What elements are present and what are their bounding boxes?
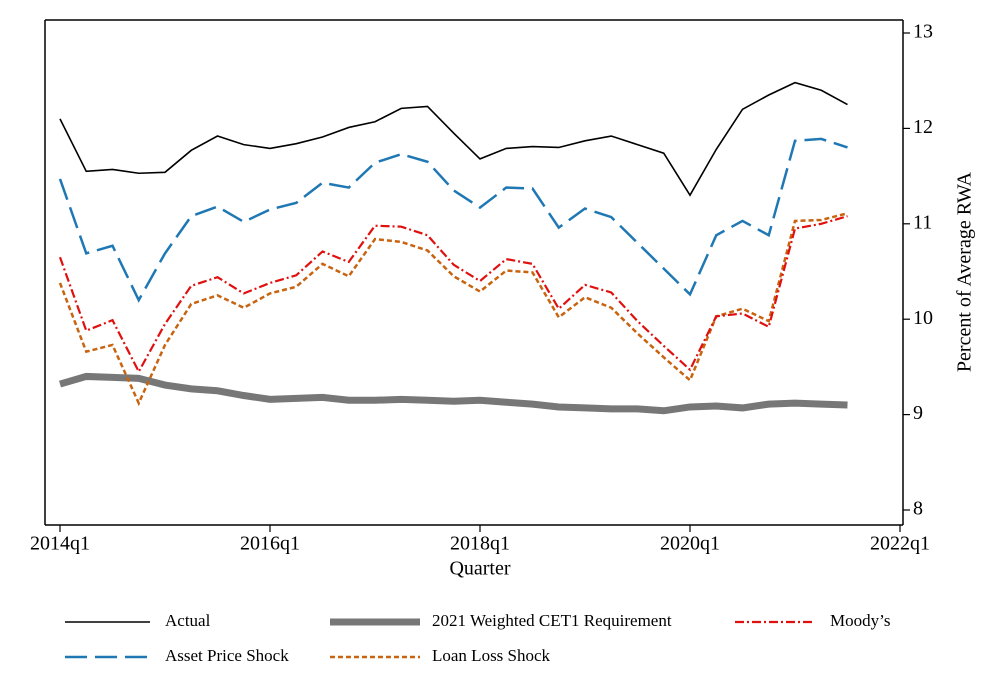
y-axis-label: Percent of Average RWA	[954, 171, 976, 372]
legend-label: Asset Price Shock	[165, 646, 289, 665]
y-tick-label: 8	[913, 498, 923, 520]
series-line	[59, 372, 848, 415]
legend-label: Actual	[165, 611, 211, 630]
y-tick-label: 9	[913, 402, 923, 424]
x-tick-label: 2014q1	[30, 533, 90, 555]
series-line	[58, 215, 848, 375]
y-tick-label: 13	[913, 21, 933, 43]
y-tick-label: 10	[913, 307, 933, 329]
y-tick-label: 12	[913, 116, 933, 138]
x-tick-label: 2016q1	[240, 533, 300, 555]
x-tick-label: 2018q1	[450, 533, 510, 555]
legend-label: Loan Loss Shock	[432, 646, 551, 665]
x-tick-label: 2022q1	[870, 533, 930, 555]
y-tick-label: 11	[913, 211, 932, 233]
x-tick-label: 2020q1	[660, 533, 720, 555]
x-axis-label: Quarter	[449, 558, 510, 580]
series-line	[58, 137, 848, 303]
legend-label: Moody’s	[830, 611, 890, 630]
series-line	[59, 81, 848, 197]
legend-label: 2021 Weighted CET1 Requirement	[432, 611, 672, 630]
series-line	[58, 212, 848, 407]
